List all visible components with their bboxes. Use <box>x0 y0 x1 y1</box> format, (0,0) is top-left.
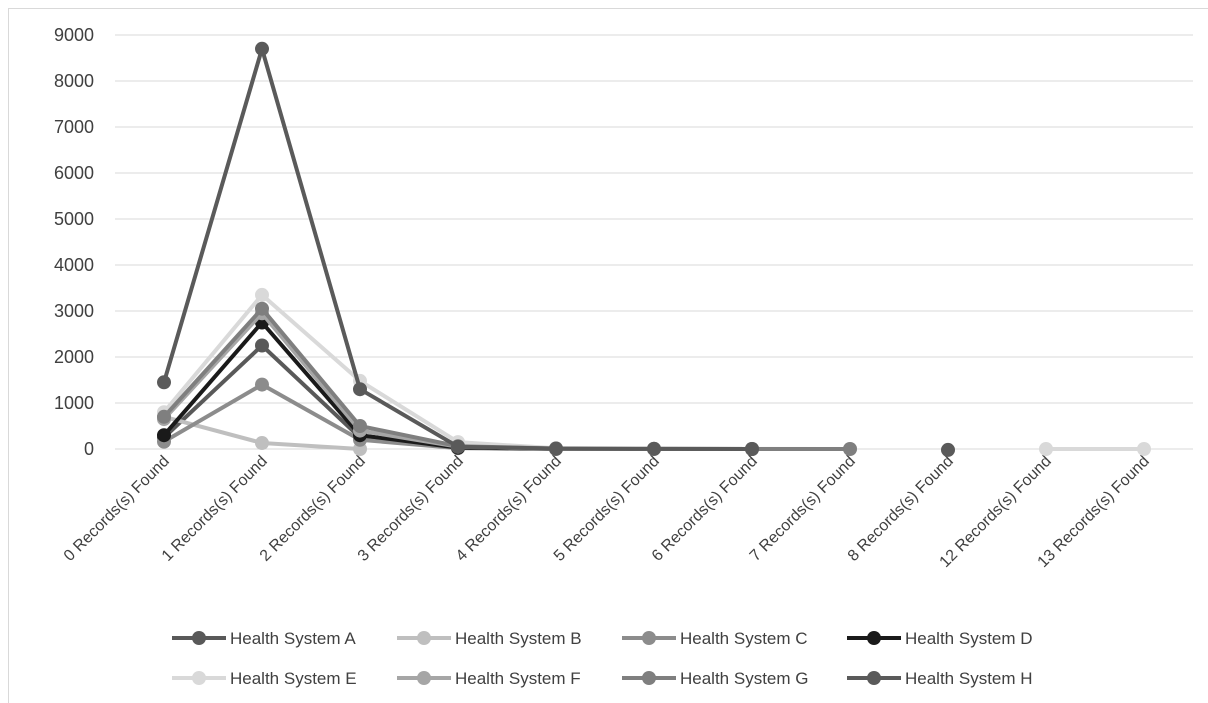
y-tick-label: 6000 <box>54 163 94 183</box>
data-point <box>157 409 171 424</box>
x-tick-label: 6 Records(s) Found <box>649 453 761 565</box>
data-point <box>157 375 171 390</box>
legend-marker <box>192 631 206 645</box>
data-point <box>745 442 759 456</box>
legend-item: Health System D <box>847 629 1033 648</box>
x-tick-label: 4 Records(s) Found <box>453 453 565 565</box>
legend-marker <box>642 631 656 645</box>
legend-marker <box>867 631 881 645</box>
legend-label: Health System F <box>455 669 581 688</box>
data-point <box>353 382 367 397</box>
data-point <box>647 441 661 456</box>
legend-item: Health System A <box>172 629 356 648</box>
legend: Health System A Health System B Health Sys… <box>172 629 1033 688</box>
y-tick-label: 4000 <box>54 255 94 275</box>
data-point <box>157 428 171 443</box>
data-point <box>1039 442 1053 456</box>
gridlines <box>115 34 1193 450</box>
data-point <box>451 439 465 454</box>
y-axis-tick-labels: 0 1000 2000 3000 4000 5000 6000 7000 8000 9000 <box>54 25 94 459</box>
legend-item: Health System F <box>397 669 581 688</box>
x-tick-label: 1 Records(s) Found <box>159 453 271 565</box>
x-tick-label: 2 Records(s) Found <box>257 453 369 565</box>
legend-item: Health System H <box>847 669 1033 688</box>
data-point <box>353 419 367 433</box>
x-tick-label: 12 Records(s) Found <box>937 453 1055 571</box>
data-point <box>255 287 269 302</box>
legend-label: Health System A <box>230 629 356 648</box>
legend-marker <box>867 671 881 685</box>
data-point <box>255 301 269 316</box>
legend-label: Health System B <box>455 629 582 648</box>
x-tick-label: 7 Records(s) Found <box>747 453 859 565</box>
data-point <box>1137 442 1151 456</box>
x-tick-label: 3 Records(s) Found <box>355 453 467 565</box>
x-tick-label: 5 Records(s) Found <box>551 453 663 565</box>
legend-item: Health System E <box>172 669 357 688</box>
y-tick-label: 2000 <box>54 347 94 367</box>
legend-marker <box>642 671 656 685</box>
legend-item: Health System G <box>622 669 809 688</box>
data-point <box>255 41 269 56</box>
y-tick-label: 5000 <box>54 209 94 229</box>
data-point <box>255 338 269 353</box>
series-lines <box>157 41 1151 457</box>
y-tick-label: 0 <box>84 439 94 459</box>
y-tick-label: 7000 <box>54 117 94 137</box>
y-tick-label: 9000 <box>54 25 94 45</box>
y-tick-label: 8000 <box>54 71 94 91</box>
data-point <box>255 436 269 451</box>
legend-item: Health System B <box>397 629 582 648</box>
legend-label: Health System E <box>230 669 357 688</box>
legend-marker <box>417 671 431 685</box>
legend-marker <box>192 671 206 685</box>
legend-label: Health System G <box>680 669 809 688</box>
series-line <box>162 320 754 451</box>
legend-item: Health System C <box>622 629 808 648</box>
data-point <box>549 441 563 456</box>
x-tick-label: 8 Records(s) Found <box>845 453 957 565</box>
data-point <box>843 442 857 456</box>
data-point <box>255 377 269 392</box>
series-group <box>157 315 759 456</box>
legend-label: Health System H <box>905 669 1033 688</box>
legend-label: Health System D <box>905 629 1033 648</box>
y-tick-label: 3000 <box>54 301 94 321</box>
x-tick-label: 13 Records(s) Found <box>1035 453 1153 571</box>
data-point <box>941 442 955 457</box>
legend-label: Health System C <box>680 629 808 648</box>
series-group <box>157 41 955 457</box>
x-tick-label: 0 Records(s) Found <box>61 453 173 565</box>
y-tick-label: 1000 <box>54 393 94 413</box>
legend-marker <box>417 631 431 645</box>
